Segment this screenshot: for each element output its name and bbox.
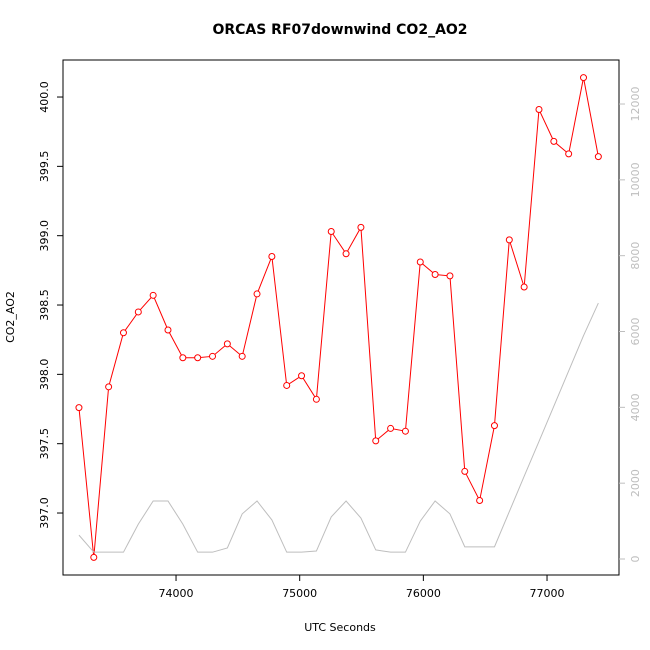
point xyxy=(164,326,172,334)
series-line xyxy=(78,302,599,553)
point xyxy=(327,228,335,236)
point xyxy=(179,354,187,362)
point xyxy=(342,250,350,258)
point xyxy=(372,437,380,445)
point xyxy=(209,352,217,360)
y2-tick-label: 4000 xyxy=(629,393,642,421)
y2-tick-label: 2000 xyxy=(629,469,642,497)
point xyxy=(105,383,113,391)
point xyxy=(416,258,424,266)
point xyxy=(134,308,142,316)
point xyxy=(520,283,528,291)
y-tick-label: 398.0 xyxy=(38,359,51,391)
point xyxy=(194,354,202,362)
y-tick-label: 399.5 xyxy=(38,151,51,183)
x-tick-label: 77000 xyxy=(530,587,565,600)
point xyxy=(223,340,231,348)
plot-frame xyxy=(62,59,620,576)
point xyxy=(238,352,246,360)
y-tick-label: 397.0 xyxy=(38,497,51,529)
point xyxy=(387,424,395,432)
point xyxy=(357,223,365,231)
point xyxy=(312,395,320,403)
x-tick-label: 75000 xyxy=(282,587,317,600)
chart-title: ORCAS RF07downwind CO2_AO2 xyxy=(212,22,467,38)
y-tick-label: 400.0 xyxy=(38,81,51,113)
y2-tick-label: 8000 xyxy=(629,242,642,270)
point xyxy=(431,271,439,279)
x-axis-label: UTC Seconds xyxy=(304,621,376,634)
point xyxy=(550,137,558,145)
y-tick-label: 399.0 xyxy=(38,220,51,252)
point xyxy=(253,290,261,298)
y-axis-label: CO2_AO2 xyxy=(4,291,17,343)
series-line xyxy=(78,77,599,558)
point xyxy=(461,467,469,475)
y-tick-label: 397.5 xyxy=(38,428,51,460)
point xyxy=(565,150,573,158)
y2-tick-label: 6000 xyxy=(629,318,642,346)
point xyxy=(476,497,484,505)
point xyxy=(505,236,513,244)
point xyxy=(268,252,276,260)
point xyxy=(119,329,127,337)
point xyxy=(490,422,498,430)
y-tick-label: 398.5 xyxy=(38,289,51,321)
point xyxy=(283,381,291,389)
x-tick-label: 74000 xyxy=(159,587,194,600)
y2-tick-label: 0 xyxy=(629,555,642,562)
point xyxy=(298,372,306,380)
point xyxy=(75,404,83,412)
y2-tick-label: 12000 xyxy=(629,87,642,122)
point xyxy=(594,153,602,161)
y2-tick-label: 10000 xyxy=(629,162,642,197)
point xyxy=(535,106,543,114)
x-tick-label: 76000 xyxy=(406,587,441,600)
point xyxy=(446,272,454,280)
point xyxy=(149,291,157,299)
point xyxy=(90,553,98,561)
point xyxy=(580,74,588,82)
point xyxy=(401,427,409,435)
